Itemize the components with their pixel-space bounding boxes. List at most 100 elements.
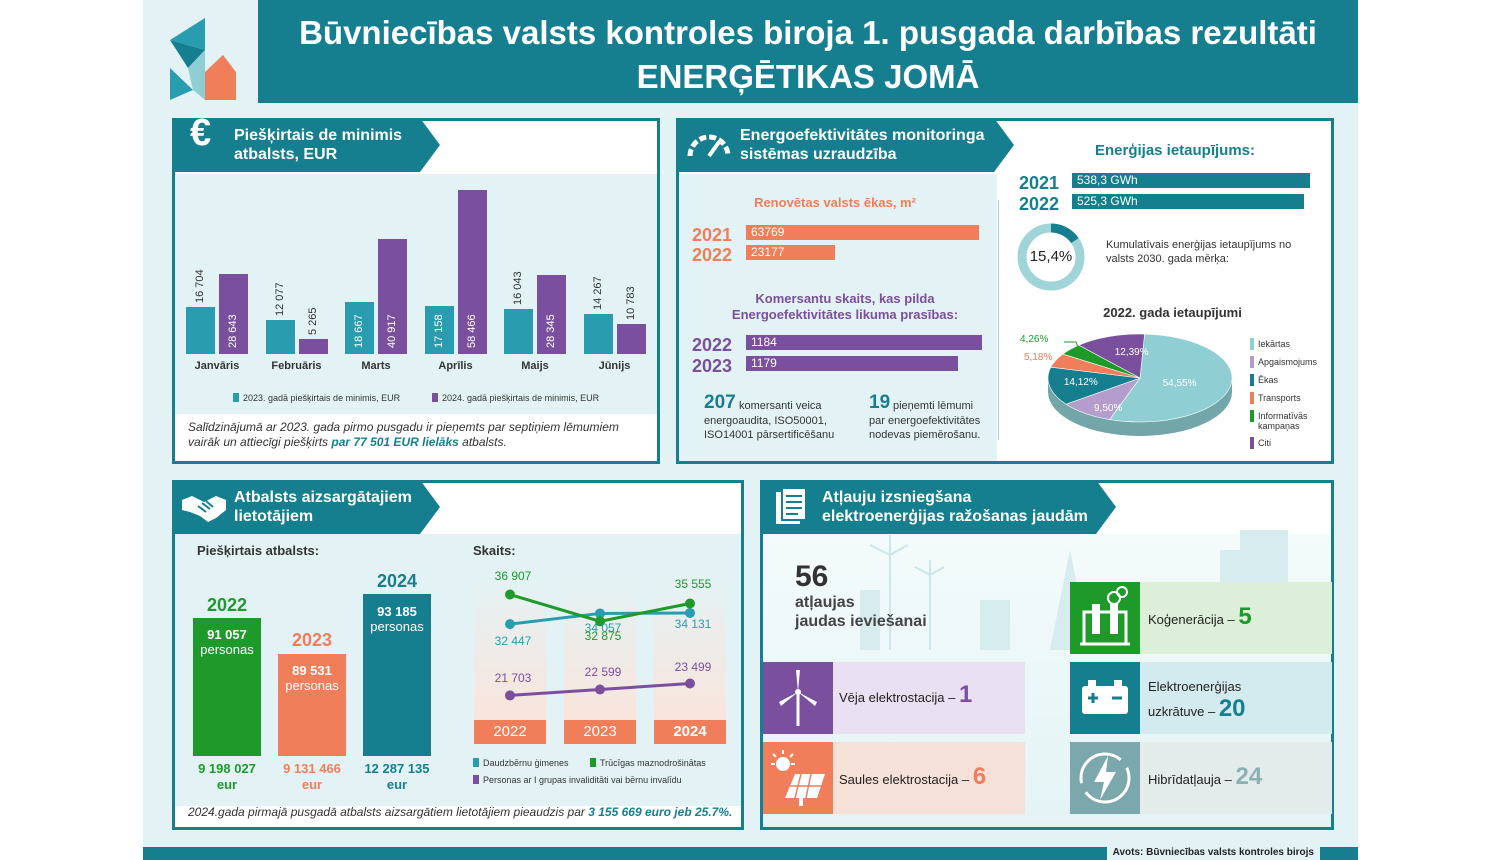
permits-title: Atļauju izsniegšana elektroenerģijas raž… bbox=[822, 489, 1088, 525]
month-label: Marts bbox=[361, 360, 391, 372]
eur-value: 9 131 466 bbox=[283, 761, 341, 776]
renovated-year-2: 2022 bbox=[692, 245, 733, 265]
month-label: Janvāris bbox=[194, 360, 240, 372]
pie-slice-2 bbox=[1047, 366, 1141, 405]
pie-legend-label: Citi bbox=[1258, 438, 1271, 448]
footer-band bbox=[143, 847, 1358, 860]
decisions-text-3: nodevas piemērošanu. bbox=[869, 429, 981, 441]
ribbon-tip bbox=[994, 118, 1014, 172]
month-label: Jūnijs bbox=[598, 360, 631, 372]
legend-2024-swatch bbox=[432, 393, 438, 402]
deminimis-ribbon: € Piešķirtais de minimis atbalsts, EUR bbox=[172, 114, 420, 172]
granted-title: Piešķirtais atbalsts: bbox=[197, 543, 320, 558]
series-point bbox=[685, 598, 695, 609]
pie-legend-label: Informatīvās kampaņas bbox=[1258, 411, 1308, 431]
month-label: Aprīlis bbox=[438, 360, 473, 372]
series-point bbox=[595, 608, 605, 619]
pie-legend-swatch bbox=[1250, 338, 1254, 350]
renovated-year-1: 2021 bbox=[692, 225, 733, 245]
bar-value-label: 28 643 bbox=[227, 314, 239, 348]
series-value-label: 35 555 bbox=[674, 577, 712, 592]
legend-disabled: Personas ar I grupas invaliditāti vai bē… bbox=[483, 775, 682, 785]
persons-unit: personas bbox=[285, 678, 339, 693]
savings-divider bbox=[998, 200, 999, 440]
tile-cogeneration: Koģenerācija – 5 bbox=[1070, 582, 1332, 654]
series-value-label: 22 599 bbox=[584, 665, 622, 680]
bar-2024-5 bbox=[616, 323, 646, 354]
col-eur-2024: 12 287 135 eur bbox=[353, 761, 441, 793]
series-value-label: 32 447 bbox=[494, 634, 532, 649]
protected-ribbon: Atbalsts aizsargātajiem lietotājiem bbox=[172, 480, 420, 534]
cumulative-text: Kumulatīvais enerģijas ietaupījums no va… bbox=[1106, 239, 1292, 265]
note-text: Salīdzinājumā ar 2023. gada pirmo pusgad… bbox=[188, 420, 619, 449]
companies-bar-2023: 1179 bbox=[746, 356, 958, 371]
tile-label: Vēja elektrostacija – bbox=[839, 690, 956, 705]
eur-unit: eur bbox=[216, 777, 238, 792]
pie-slice-5 bbox=[1078, 333, 1145, 379]
pie-legend-swatch bbox=[1250, 410, 1254, 422]
source-note: Avots: Būvniecības valsts kontroles biro… bbox=[1106, 846, 1320, 860]
pie-value-label: 54,55% bbox=[1162, 378, 1197, 390]
bar-2023-5 bbox=[583, 314, 613, 354]
col-bar-2022 bbox=[193, 618, 261, 756]
cumulative-pct: 15,4% bbox=[1029, 248, 1073, 265]
bar-2024-1 bbox=[298, 339, 328, 354]
tile-label-2: – bbox=[1224, 772, 1232, 787]
audits-text-3: ISO14001 pārsertificēšanu bbox=[704, 429, 835, 441]
tile-wind: Vēja elektrostacija – 1 bbox=[763, 662, 1025, 734]
pie-legend-swatch bbox=[1250, 437, 1254, 449]
tile-battery: Elektroenerģijas uzkrātuve – 20 bbox=[1070, 662, 1332, 734]
tile-label-2: uzkrātuve – bbox=[1148, 704, 1216, 719]
audits-num: 207 bbox=[704, 392, 736, 413]
pie-legend-label: Iekārtas bbox=[1258, 339, 1291, 349]
permits-ribbon: Atļauju izsniegšana elektroenerģijas raž… bbox=[760, 480, 1096, 534]
note-text: 2024.gada pirmajā pusgadā atbalsts aizsa… bbox=[188, 805, 589, 819]
x-label-2022: 2022 bbox=[474, 720, 546, 744]
companies-bar-2022: 1184 bbox=[746, 335, 982, 350]
pie-value-label: 4,26% bbox=[1020, 334, 1049, 345]
persons-value: 93 185 bbox=[377, 604, 417, 619]
legend-needy: Trūcīgas maznodrošinātas bbox=[600, 758, 706, 768]
col-eur-2022: 9 198 027 eur bbox=[183, 761, 271, 793]
monitoring-title: Energoefektivitātes monitoringa sistēmas… bbox=[740, 127, 985, 163]
pie-slice-0 bbox=[1109, 333, 1233, 423]
legend-needy-swatch bbox=[590, 758, 596, 767]
monitoring-left-bg bbox=[679, 174, 997, 461]
audits-text-2: energoaudita, ISO50001, bbox=[704, 415, 827, 427]
permits-total-text-2: jaudas ieviešanai bbox=[795, 613, 927, 630]
legend-2023-swatch bbox=[233, 393, 239, 402]
pie-title: 2022. gada ietaupījumi bbox=[1103, 305, 1242, 320]
bar-value-label: 14 267 bbox=[591, 276, 604, 311]
protected-note: 2024.gada pirmajā pusgadā atbalsts aizsa… bbox=[188, 805, 738, 820]
savings-bar-2022: 525,3 GWh bbox=[1072, 194, 1304, 209]
series-value-label: 21 703 bbox=[494, 671, 532, 686]
col-year-2022: 2022 bbox=[206, 595, 248, 615]
count-title: Skaits: bbox=[473, 543, 516, 558]
cogeneration-label: Koģenerācija – 5 bbox=[1148, 605, 1252, 631]
deminimis-note: Salīdzinājumā ar 2023. gada pirmo pusgad… bbox=[188, 420, 628, 450]
col-bar-2023 bbox=[278, 654, 346, 756]
savings-year-1: 2021 bbox=[1019, 173, 1060, 193]
bar-2023-3 bbox=[424, 305, 454, 354]
decisions-text-2: par energoefektivitātes bbox=[869, 415, 981, 427]
bar-2023-0 bbox=[186, 307, 215, 354]
col-eur-2023: 9 131 466 eur bbox=[268, 761, 356, 793]
cogeneration-icon bbox=[1070, 582, 1140, 654]
col-persons-2023: 89 531 personas bbox=[278, 663, 346, 693]
eur-unit: eur bbox=[301, 777, 323, 792]
series-value-label: 34 057 bbox=[584, 621, 622, 636]
protected-bg bbox=[175, 534, 741, 806]
savings-year-2: 2022 bbox=[1019, 194, 1060, 214]
handshake-icon bbox=[180, 490, 228, 529]
legend-disabled-swatch bbox=[473, 775, 479, 784]
lightning-icon bbox=[1070, 742, 1140, 814]
x-label-2023: 2023 bbox=[564, 720, 636, 744]
wind-label: Vēja elektrostacija – 1 bbox=[839, 683, 972, 709]
savings-bar-2021: 538,3 GWh bbox=[1072, 173, 1310, 188]
solar-panel-icon bbox=[763, 742, 833, 814]
pie-value-label: 14,12% bbox=[1063, 377, 1098, 389]
bar-2024-4 bbox=[537, 274, 566, 354]
ribbon-tip bbox=[420, 118, 440, 172]
tile-solar: Saules elektrostacija – 6 bbox=[763, 742, 1025, 814]
col-year-2023: 2023 bbox=[291, 630, 333, 650]
